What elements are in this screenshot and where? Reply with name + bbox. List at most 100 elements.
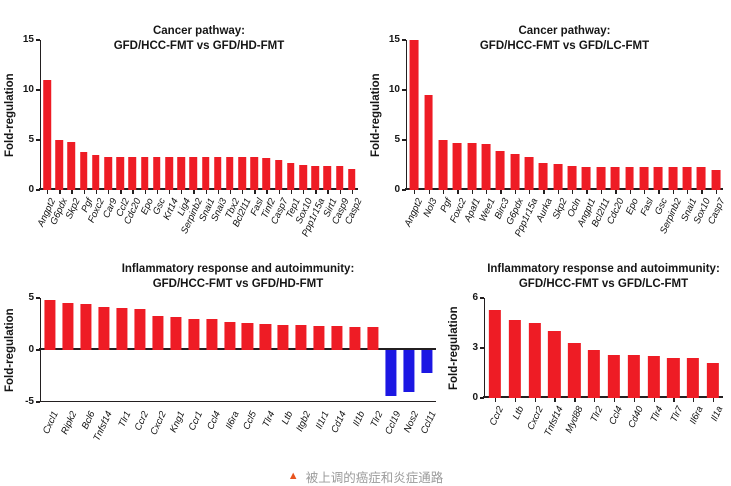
y-tick-mark [402,39,406,41]
x-tick-mark [613,398,616,402]
x-tick-mark [673,398,675,402]
x-tick-mark [529,190,531,194]
bar-slot [551,40,565,194]
bar-slot [77,298,95,402]
bar-Il1b [349,327,361,350]
x-tick-mark [471,190,473,194]
chart-title: Cancer pathway: GFD/HCC-FMT vs GFD/HD-FM… [113,25,285,52]
bar-Epo [625,167,635,190]
zero-baseline [39,348,436,350]
x-tick-mark [95,190,98,194]
bar-slot [485,298,505,402]
bar-slot [297,40,309,194]
y-tick-10: 10 [389,85,406,95]
bar-slot [665,40,679,194]
bar-Casp2 [348,169,356,190]
x-tick-mark [193,190,195,194]
bar-Cdc20 [128,157,137,190]
zero-baseline [405,188,723,190]
bar-Tnfsf14 [548,331,561,398]
bar-slot [41,40,53,194]
bar-slot [436,40,450,194]
bar-Ripk2 [62,303,74,350]
bar-slot [59,298,77,402]
bar-slot [221,298,239,402]
bar-Epo [140,157,149,190]
bar-Ccl4 [607,354,621,398]
bar-Angpt2 [43,80,51,190]
x-tick-mark [615,190,617,194]
plot-area [405,40,723,194]
bar-slot [95,298,113,402]
bar-slot [238,298,256,402]
x-tick-mark [514,398,517,402]
bar-slot [90,40,102,194]
y-tick-mark [480,347,484,349]
bar-slot [131,298,149,402]
x-tick-mark [687,190,689,194]
y-tick-10: 10 [23,85,40,95]
bar-Bcl2l11 [596,167,606,190]
bar-slot [479,40,493,194]
bar-Gsc [153,157,161,190]
bar-Foxc2 [92,155,100,190]
bar-Angpt1 [582,167,591,190]
bar-slot [346,40,358,194]
bar-slot [224,40,236,194]
x-tick-mark [572,190,574,194]
bar-Tlr1 [116,308,128,350]
x-tick-mark [120,190,122,194]
bar-slot [274,298,292,402]
bar-slot [310,298,328,402]
bar-slot [421,40,435,194]
bar-slot [624,298,644,402]
bar-slot [493,40,507,194]
bar-Angpt2 [409,40,419,190]
bar-Ccl4 [205,318,218,350]
bar-slot [683,298,703,402]
y-tick-0: 0 [394,185,406,195]
bar-slot [167,298,185,402]
bar-Serpinb2 [668,167,678,190]
bar-Sox10 [696,167,706,190]
bar-Tnfsf14 [98,307,110,350]
bar-slot [175,40,187,194]
y-tick-mark [402,189,406,191]
bar-slot [256,298,274,402]
bar-Tbx2 [226,157,234,190]
caption-text: 被上调的癌症和炎症通路 [305,471,444,485]
bar-Lig4 [177,157,185,190]
y-axis: 0 5 10 15 [16,35,40,195]
bar-Tlr4 [259,324,271,350]
bar-Snai1 [201,157,210,190]
y-tick-mark [36,139,40,141]
x-tick-mark [254,190,256,194]
x-tick-mark [653,398,655,402]
x-tick-mark [485,190,488,194]
bar-Itgb2 [295,325,307,350]
x-tick-mark [181,190,183,194]
y-tick-6: 6 [472,293,484,303]
plot-area [483,298,723,402]
bar-Ccr2 [134,309,146,350]
zero-baseline [483,396,723,398]
bar-Ltb [508,319,521,398]
x-tick-mark [428,190,430,194]
bar-Pgf [79,152,88,190]
x-tick-mark [715,190,718,194]
bar-slot [604,298,624,402]
bar-Apaf1 [467,143,477,190]
x-tick-mark [442,190,445,194]
y-tick-mark [36,189,40,191]
bar-slot [637,40,651,194]
bar-slot [525,298,545,402]
x-tick-mark [514,190,516,194]
chart-inflammatory-hcc-vs-hd: Fold-regulation -5 0 5 Inflammatory respon… [0,258,444,463]
bar-Aurka [538,163,548,190]
bar-slot [236,40,248,194]
x-tick-mark [351,190,354,194]
bar-Tlr7 [667,358,680,398]
x-tick-mark [643,190,646,194]
